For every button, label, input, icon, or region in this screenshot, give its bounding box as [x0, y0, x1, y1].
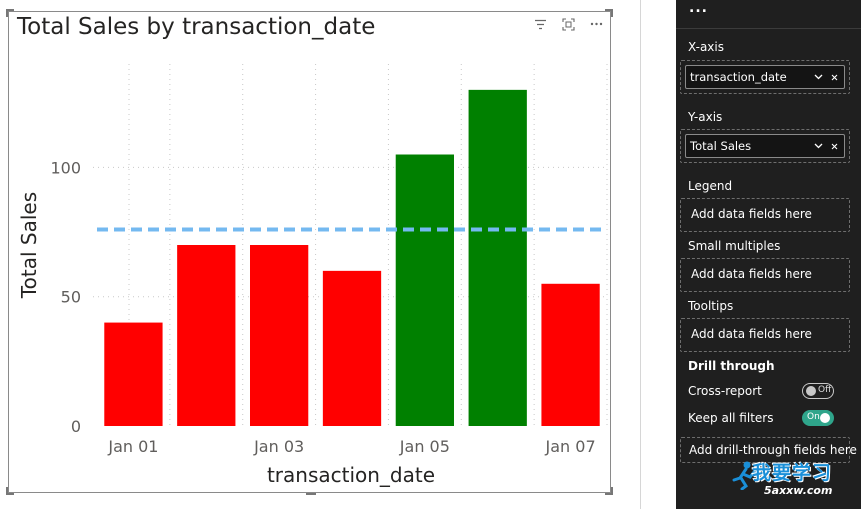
bar-chart-visual[interactable]: Total Sales by transaction_date 0 50 100 J… — [6, 9, 613, 495]
bar-jan-02[interactable] — [177, 245, 236, 426]
legend-well[interactable]: Add data fields here — [680, 198, 850, 232]
cross-report-state: Off — [818, 385, 832, 395]
bar-jan-06[interactable] — [468, 89, 527, 426]
pane-divider — [676, 28, 861, 29]
xaxis-field-name: transaction_date — [690, 70, 787, 84]
tooltips-add-fields[interactable]: Add data fields here — [691, 327, 812, 341]
resize-handle-bottom-middle[interactable] — [306, 487, 316, 495]
remove-field-icon[interactable] — [828, 71, 840, 83]
x-tick-label: Jan 05 — [399, 437, 450, 456]
chevron-down-icon[interactable] — [812, 71, 824, 83]
y-tick-label: 50 — [61, 288, 81, 307]
watermark-text: 我要学习 — [752, 462, 833, 484]
bar-jan-03[interactable] — [250, 245, 309, 426]
xaxis-well-label: X-axis — [688, 40, 724, 54]
xaxis-well[interactable]: transaction_date — [680, 60, 850, 94]
legend-well-label: Legend — [688, 179, 733, 193]
yaxis-well[interactable]: Total Sales — [680, 129, 850, 163]
yaxis-field-name: Total Sales — [690, 139, 752, 153]
keep-all-filters-state: On — [807, 412, 820, 422]
keep-all-filters-toggle[interactable]: On — [802, 410, 834, 426]
bar-jan-07[interactable] — [541, 283, 600, 426]
drill-through-title: Drill through — [688, 359, 775, 373]
bar-jan-04[interactable] — [322, 270, 382, 426]
small-multiples-add-fields[interactable]: Add data fields here — [691, 267, 812, 281]
cross-report-toggle[interactable]: Off — [802, 383, 834, 399]
toggle-knob — [806, 386, 816, 396]
yaxis-well-label: Y-axis — [688, 110, 723, 124]
y-tick-label: 100 — [50, 158, 81, 177]
canvas-edge — [640, 0, 641, 509]
resize-handle-top-left[interactable] — [6, 9, 14, 17]
remove-field-icon[interactable] — [828, 140, 840, 152]
pane-more-options-icon[interactable]: ... — [689, 0, 708, 16]
x-tick-label: Jan 01 — [107, 437, 158, 456]
watermark-url: 5axxw.com — [764, 484, 833, 497]
x-tick-label: Jan 03 — [253, 437, 304, 456]
small-multiples-well-label: Small multiples — [688, 239, 781, 253]
x-axis-title: transaction_date — [267, 463, 435, 487]
drill-through-add-fields[interactable]: Add drill-through fields here — [689, 443, 857, 457]
runner-logo-icon — [732, 461, 756, 490]
visual-title: Total Sales by transaction_date — [17, 14, 376, 40]
xaxis-field-pill[interactable]: transaction_date — [685, 65, 845, 89]
bar-jan-01[interactable] — [104, 322, 163, 426]
chevron-down-icon[interactable] — [812, 140, 824, 152]
visual-header-toolbar — [532, 16, 604, 32]
keep-all-filters-label: Keep all filters — [688, 411, 774, 425]
yaxis-field-pill[interactable]: Total Sales — [685, 134, 845, 158]
tooltips-well[interactable]: Add data fields here — [680, 318, 850, 352]
y-tick-label: 0 — [71, 417, 81, 436]
resize-handle-bottom-left[interactable] — [6, 487, 14, 495]
bar-chart: 0 50 100 Jan 01 Jan 03 Jan 05 Jan 07 Total Sa… — [17, 64, 608, 487]
legend-add-fields[interactable]: Add data fields here — [691, 207, 812, 221]
site-watermark: 我要学习 5axxw.com — [732, 458, 852, 502]
filter-icon[interactable] — [532, 16, 548, 32]
x-tick-label: Jan 07 — [545, 437, 596, 456]
toggle-knob — [820, 413, 830, 423]
bar-jan-05[interactable] — [395, 154, 454, 427]
drill-through-well[interactable]: Add drill-through fields here — [680, 437, 857, 463]
cross-report-label: Cross-report — [688, 384, 762, 398]
resize-handle-bottom-right[interactable] — [605, 487, 613, 495]
visualizations-build-pane: ... X-axis transaction_date Y-axis Total… — [676, 0, 861, 509]
resize-handle-top-right[interactable] — [605, 9, 613, 17]
y-axis-title: Total Sales — [17, 192, 41, 299]
tooltips-well-label: Tooltips — [688, 299, 734, 313]
focus-mode-icon[interactable] — [560, 16, 576, 32]
small-multiples-well[interactable]: Add data fields here — [680, 258, 850, 292]
more-options-icon[interactable] — [588, 16, 604, 32]
